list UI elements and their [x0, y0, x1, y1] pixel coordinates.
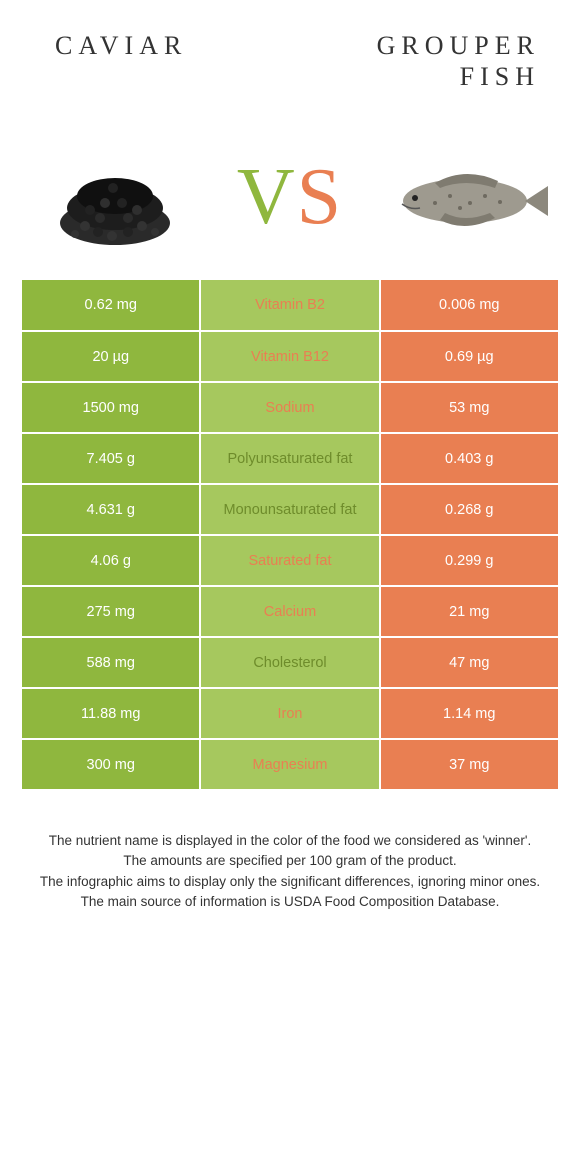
footer-line: The nutrient name is displayed in the co…: [30, 831, 550, 851]
caviar-image: [30, 138, 200, 258]
nutrient-label-cell: Vitamin B12: [200, 331, 379, 382]
left-value-cell: 588 mg: [22, 637, 200, 688]
table-row: 11.88 mgIron1.14 mg: [22, 688, 558, 739]
nutrient-label-cell: Calcium: [200, 586, 379, 637]
vs-letter-v: V: [237, 152, 297, 243]
left-food-title: Caviar: [40, 30, 340, 61]
nutrient-label-cell: Vitamin B2: [200, 280, 379, 331]
nutrient-label-cell: Cholesterol: [200, 637, 379, 688]
left-value-cell: 275 mg: [22, 586, 200, 637]
right-value-cell: 0.403 g: [380, 433, 559, 484]
right-value-cell: 37 mg: [380, 739, 559, 790]
nutrient-label-cell: Polyunsaturated fat: [200, 433, 379, 484]
table-row: 20 µgVitamin B120.69 µg: [22, 331, 558, 382]
nutrient-label-cell: Monounsaturated fat: [200, 484, 379, 535]
vs-label: V S: [237, 152, 343, 243]
versus-row: V S: [0, 140, 580, 280]
header-row: Caviar Grouper fish: [0, 0, 580, 140]
footer-line: The amounts are specified per 100 gram o…: [30, 851, 550, 871]
footer-line: The infographic aims to display only the…: [30, 872, 550, 892]
grouper-image: [380, 138, 550, 258]
left-value-cell: 1500 mg: [22, 382, 200, 433]
left-value-cell: 0.62 mg: [22, 280, 200, 331]
left-value-cell: 300 mg: [22, 739, 200, 790]
right-value-cell: 0.69 µg: [380, 331, 559, 382]
left-value-cell: 4.06 g: [22, 535, 200, 586]
right-value-cell: 0.006 mg: [380, 280, 559, 331]
left-value-cell: 4.631 g: [22, 484, 200, 535]
nutrient-label-cell: Saturated fat: [200, 535, 379, 586]
table-row: 0.62 mgVitamin B20.006 mg: [22, 280, 558, 331]
nutrient-label-cell: Sodium: [200, 382, 379, 433]
table-row: 275 mgCalcium21 mg: [22, 586, 558, 637]
comparison-table-wrap: 0.62 mgVitamin B20.006 mg20 µgVitamin B1…: [0, 280, 580, 791]
comparison-table: 0.62 mgVitamin B20.006 mg20 µgVitamin B1…: [22, 280, 558, 791]
footer-notes: The nutrient name is displayed in the co…: [0, 791, 580, 912]
vs-letter-s: S: [297, 152, 344, 243]
caviar-icon: [40, 148, 190, 248]
left-value-cell: 11.88 mg: [22, 688, 200, 739]
table-row: 1500 mgSodium53 mg: [22, 382, 558, 433]
right-value-cell: 0.299 g: [380, 535, 559, 586]
left-value-cell: 7.405 g: [22, 433, 200, 484]
table-row: 300 mgMagnesium37 mg: [22, 739, 558, 790]
left-value-cell: 20 µg: [22, 331, 200, 382]
table-row: 588 mgCholesterol47 mg: [22, 637, 558, 688]
table-row: 4.631 gMonounsaturated fat0.268 g: [22, 484, 558, 535]
table-row: 4.06 gSaturated fat0.299 g: [22, 535, 558, 586]
right-value-cell: 53 mg: [380, 382, 559, 433]
nutrient-label-cell: Magnesium: [200, 739, 379, 790]
right-value-cell: 47 mg: [380, 637, 559, 688]
footer-line: The main source of information is USDA F…: [30, 892, 550, 912]
right-food-title: Grouper fish: [340, 30, 540, 92]
fish-icon: [380, 158, 550, 238]
right-value-cell: 21 mg: [380, 586, 559, 637]
table-row: 7.405 gPolyunsaturated fat0.403 g: [22, 433, 558, 484]
nutrient-label-cell: Iron: [200, 688, 379, 739]
right-value-cell: 1.14 mg: [380, 688, 559, 739]
right-value-cell: 0.268 g: [380, 484, 559, 535]
